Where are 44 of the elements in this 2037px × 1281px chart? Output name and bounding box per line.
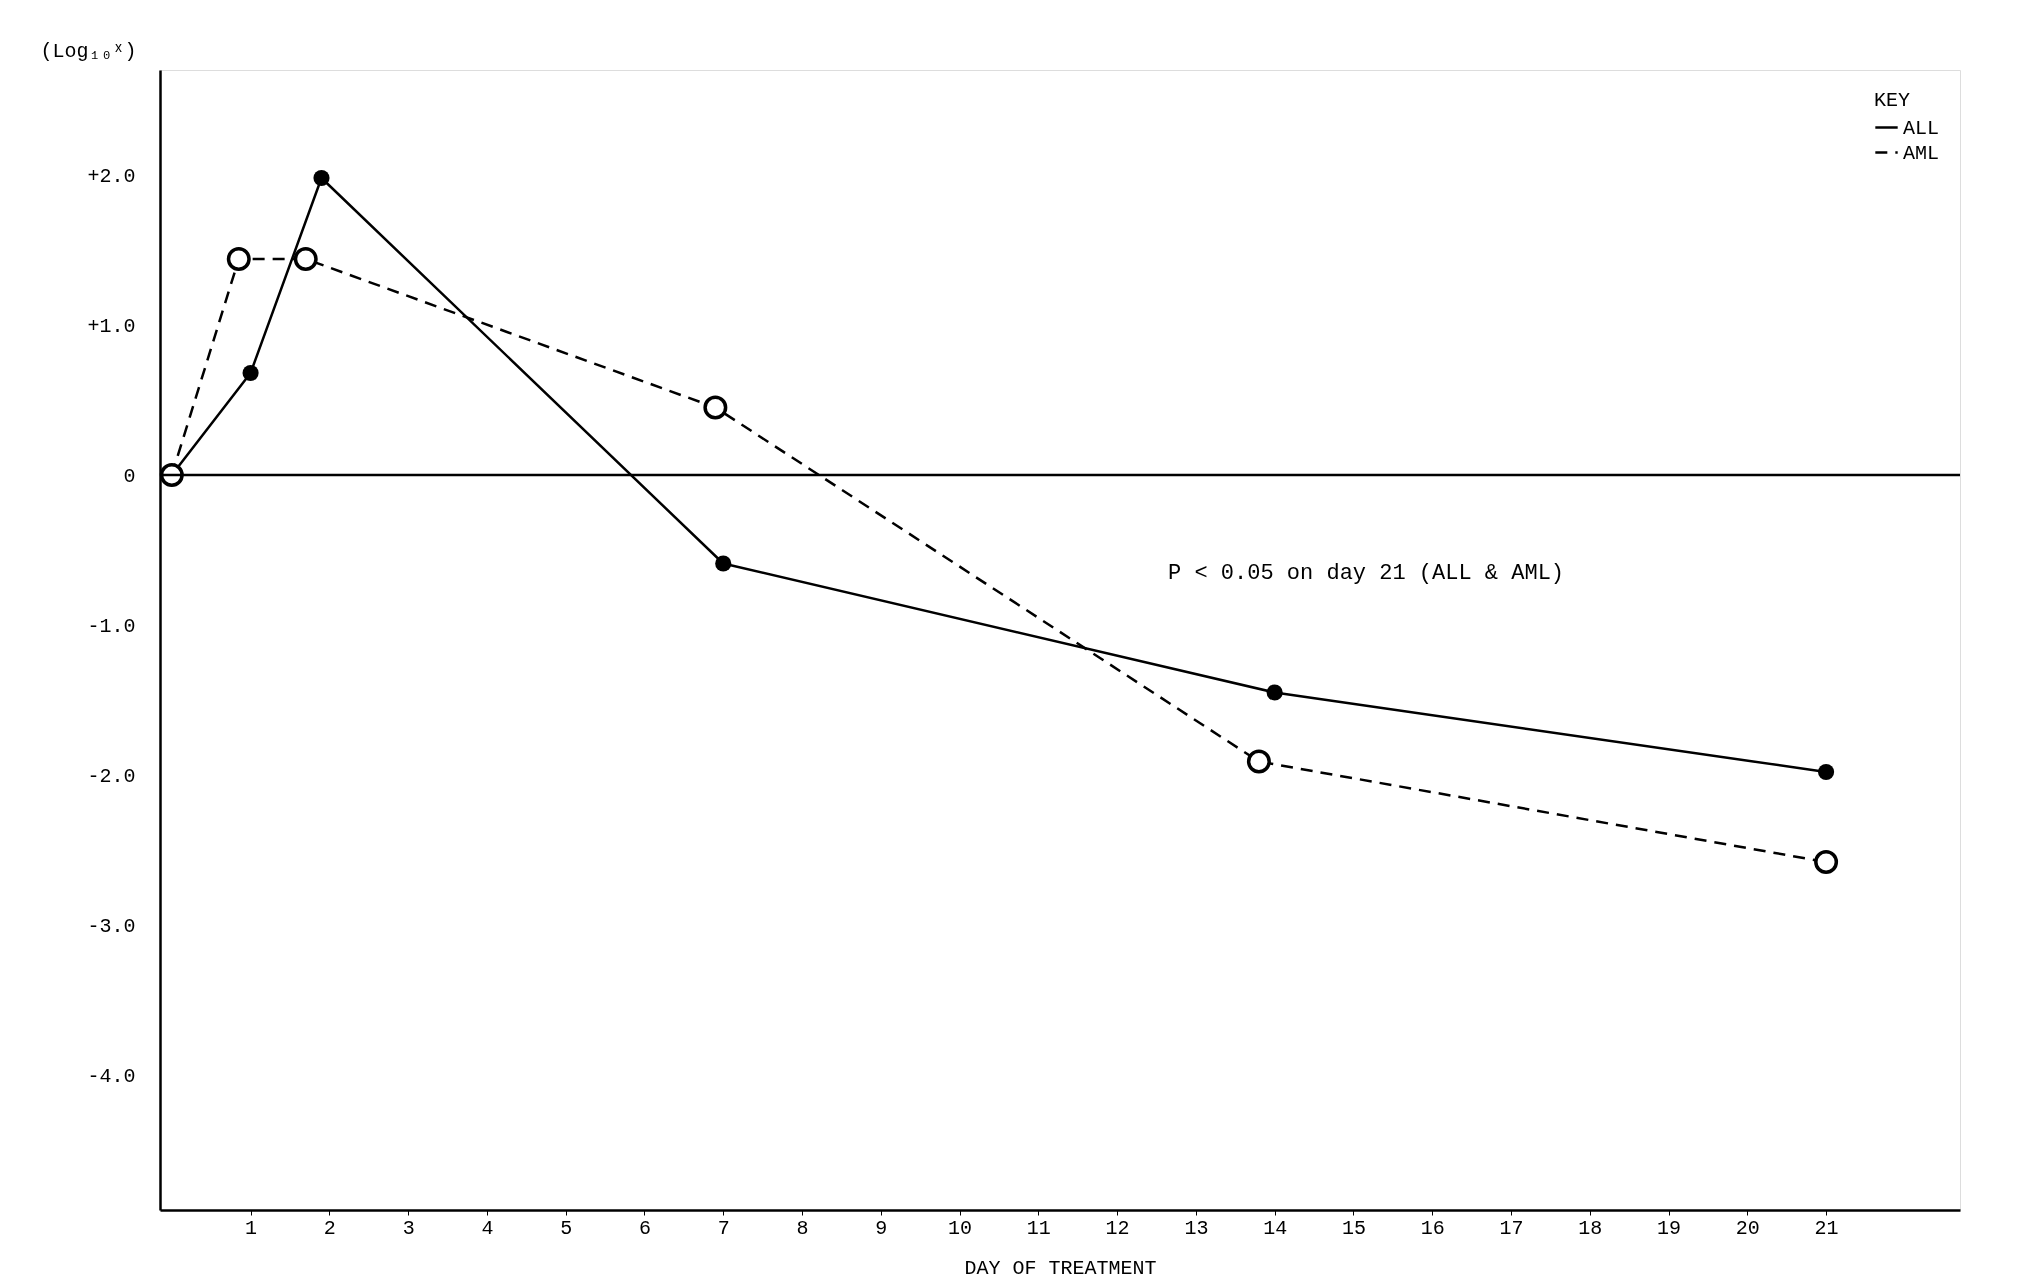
- point: [293, 247, 318, 271]
- x-tick-label: 19: [1657, 1216, 1682, 1240]
- y-tick-label: -2.0: [87, 764, 136, 788]
- y-tick-label: +2.0: [87, 164, 136, 188]
- legend-label: ALL: [1903, 116, 1940, 140]
- x-tick-label: 2: [323, 1216, 336, 1240]
- y-tick-label: -4.0: [87, 1064, 136, 1088]
- x-tick-label: 18: [1578, 1216, 1603, 1240]
- point: [1246, 749, 1271, 774]
- legend-label: AML: [1903, 141, 1940, 165]
- y-tick-label: +1.0: [87, 314, 136, 338]
- x-tick-label: 14: [1263, 1216, 1288, 1240]
- x-tick-label: 4: [481, 1216, 494, 1240]
- x-tick-label: 6: [638, 1216, 651, 1240]
- point: [1266, 684, 1283, 701]
- legend-title: KEY: [1874, 89, 1911, 112]
- x-tick-label: 8: [796, 1216, 809, 1240]
- x-tick-label: 9: [875, 1216, 888, 1240]
- x-tick-label: 10: [948, 1216, 973, 1240]
- x-tick-label: 21: [1814, 1216, 1839, 1240]
- x-tick-label: 15: [1341, 1216, 1366, 1240]
- x-tick-label: 11: [1026, 1216, 1051, 1240]
- point: [242, 364, 259, 382]
- point: [313, 169, 330, 187]
- x-tick-label: 16: [1420, 1216, 1445, 1240]
- x-tick-label: 5: [560, 1216, 573, 1240]
- x-tick-label: 1: [245, 1216, 258, 1240]
- x-tick-label: 12: [1105, 1216, 1130, 1240]
- x-tick-label: 13: [1184, 1216, 1209, 1240]
- point: [715, 555, 732, 572]
- y-tick-label: -1.0: [87, 614, 136, 638]
- x-tick-label: 20: [1735, 1216, 1760, 1240]
- x-tick-label: 17: [1499, 1216, 1524, 1240]
- x-tick-label: 3: [402, 1216, 415, 1240]
- y-tick-label: 0: [123, 464, 136, 488]
- y-tick-label: -3.0: [87, 914, 136, 938]
- annotation: P < 0.05 on day 21 (ALL & AML): [1168, 560, 1565, 586]
- point: [1818, 763, 1835, 781]
- point: [226, 247, 251, 271]
- x-tick-label: 7: [717, 1216, 730, 1240]
- point: [703, 395, 728, 420]
- y-axis-title: (Log₁₀ˣ): [40, 39, 137, 63]
- x-axis-title: DAY OF TREATMENT: [964, 1256, 1157, 1280]
- point: [1814, 850, 1839, 874]
